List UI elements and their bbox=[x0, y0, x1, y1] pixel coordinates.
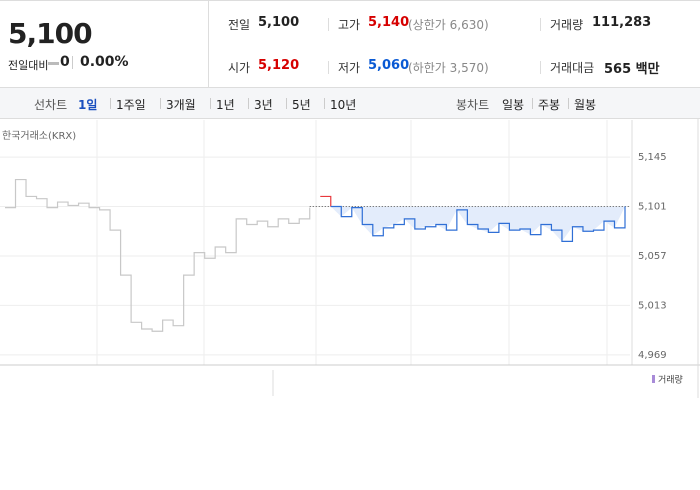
quote-header: 5,100 전일대비 0 0.00% 전일 5,100 고가 5,140 (상한가 6,… bbox=[0, 0, 700, 88]
price: 5,100 bbox=[8, 17, 93, 50]
y-tick-label: 5,145 bbox=[638, 152, 667, 163]
candle-tab[interactable]: 월봉 bbox=[574, 98, 597, 112]
stat-label: 저가 bbox=[338, 61, 361, 75]
stat-value: 5,060 bbox=[368, 58, 410, 73]
price-line bbox=[5, 178, 311, 332]
divider bbox=[568, 98, 569, 109]
period-tab[interactable]: 1주일 bbox=[116, 98, 146, 112]
toolbar: 선차트 1일 1주일 3개월 1년 3년 5년 10년 봉차트 일봉 주봉 월봉 bbox=[0, 88, 700, 119]
divider bbox=[110, 98, 111, 109]
divider bbox=[540, 18, 541, 31]
line-chart-label: 선차트 bbox=[34, 98, 68, 112]
stat-value: 565 백만 bbox=[604, 62, 660, 77]
stat-label: 전일 bbox=[228, 18, 251, 32]
divider bbox=[532, 98, 533, 109]
change-rate: 0.00% bbox=[80, 54, 129, 70]
period-tab[interactable]: 3년 bbox=[254, 98, 273, 112]
candle-tab[interactable]: 주봉 bbox=[538, 98, 561, 112]
stat-label: 고가 bbox=[338, 18, 361, 32]
y-tick-label: 5,057 bbox=[638, 251, 667, 262]
chart: 한국거래소(KRX) 5,145 5,101 5,057 5,013 4,969 거래량 bbox=[0, 118, 700, 398]
price-line bbox=[320, 195, 332, 207]
divider bbox=[248, 98, 249, 109]
period-tab[interactable]: 3개월 bbox=[166, 98, 196, 112]
y-tick-label: 4,969 bbox=[638, 350, 667, 361]
legend-swatch bbox=[652, 375, 655, 383]
stat-value: 5,140 bbox=[368, 15, 410, 30]
divider bbox=[324, 98, 325, 109]
divider bbox=[328, 61, 329, 74]
stat-value: 5,120 bbox=[258, 58, 300, 73]
period-tab[interactable]: 1년 bbox=[216, 98, 235, 112]
divider bbox=[328, 18, 329, 31]
stat-value: 5,100 bbox=[258, 15, 300, 30]
flat-icon bbox=[48, 62, 59, 65]
divider bbox=[72, 56, 73, 69]
period-tab[interactable]: 5년 bbox=[292, 98, 311, 112]
stat-note: (하한가 3,570) bbox=[408, 61, 489, 75]
change-label: 전일대비 bbox=[8, 59, 49, 72]
divider bbox=[286, 98, 287, 109]
divider bbox=[160, 98, 161, 109]
y-tick-label: 5,101 bbox=[638, 202, 667, 213]
volume-legend: 거래량 bbox=[658, 374, 683, 386]
price-box: 5,100 전일대비 0 0.00% bbox=[0, 1, 209, 88]
candle-chart-label: 봉차트 bbox=[456, 98, 490, 112]
change: 0 bbox=[60, 54, 70, 70]
price-line bbox=[330, 205, 626, 242]
stat-label: 시가 bbox=[228, 61, 251, 75]
stat-label: 거래대금 bbox=[550, 61, 595, 75]
divider bbox=[540, 61, 541, 74]
candle-tab[interactable]: 일봉 bbox=[502, 98, 525, 112]
period-tab[interactable]: 1일 bbox=[78, 98, 98, 112]
divider bbox=[210, 98, 211, 109]
y-tick-label: 5,013 bbox=[638, 300, 667, 311]
period-tab[interactable]: 10년 bbox=[330, 98, 357, 112]
stat-label: 거래량 bbox=[550, 18, 584, 32]
source: 한국거래소(KRX) bbox=[2, 130, 76, 142]
stat-value: 111,283 bbox=[592, 15, 652, 30]
stat-note: (상한가 6,630) bbox=[408, 18, 489, 32]
